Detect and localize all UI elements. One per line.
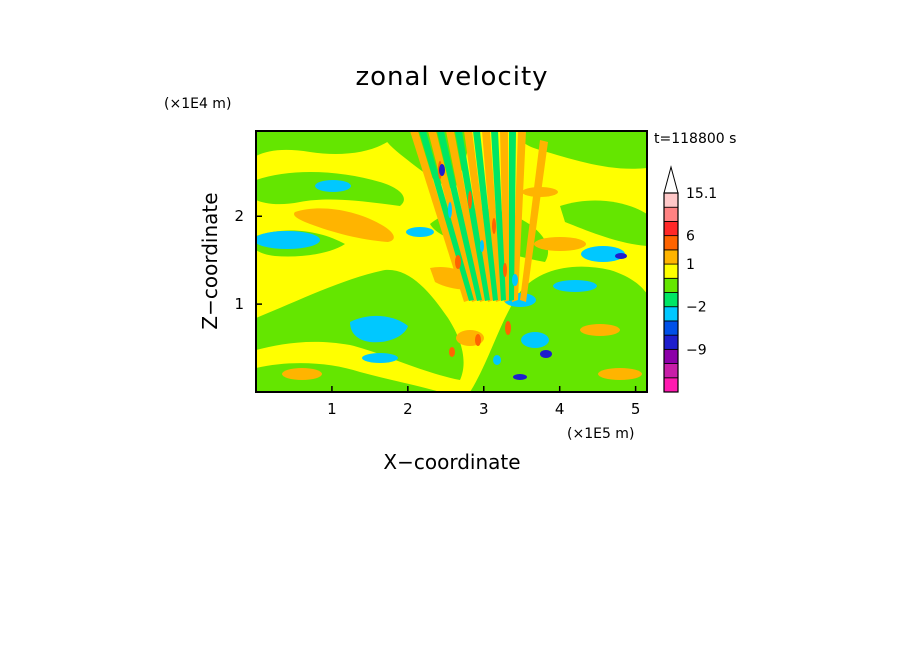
colorbar-segment	[663, 206, 679, 222]
colorbar-segment	[663, 235, 679, 251]
x-tick-label: 3	[479, 400, 489, 418]
colorbar-segment	[663, 377, 679, 393]
x-tick-label: 1	[327, 400, 337, 418]
colorbar-overflow-triangle	[663, 165, 679, 194]
cyan-regions	[256, 180, 625, 363]
y-axis-unit: (×1E4 m)	[164, 96, 231, 112]
colorbar-label: 6	[686, 229, 695, 245]
plot-frame	[255, 130, 648, 393]
blue-cores	[439, 164, 627, 380]
colorbar-segment	[663, 263, 679, 279]
colorbar-label: 1	[686, 257, 695, 273]
x-axis-unit: (×1E5 m)	[567, 426, 634, 442]
colorbar-segment	[663, 320, 679, 336]
colorbar-label: −9	[686, 342, 707, 358]
x-tick-label: 2	[403, 400, 413, 418]
orange-regions	[282, 187, 642, 380]
time-label: t=118800 s	[654, 131, 736, 147]
chart-title: zonal velocity	[355, 62, 548, 92]
colorbar-segment	[663, 221, 679, 237]
colorbar-frame	[663, 192, 679, 393]
colorbar-segment	[663, 348, 679, 364]
y-tick-label: 2	[234, 207, 244, 225]
x-axis: 1 2 3 4 5	[327, 386, 640, 418]
colorbar-segment	[663, 292, 679, 308]
colorbar-segment	[663, 363, 679, 379]
y-axis-label: Z−coordinate	[198, 192, 222, 329]
colorbar-segment	[663, 334, 679, 350]
x-axis-label: X−coordinate	[383, 450, 520, 474]
colorbar-label: 15.1	[686, 186, 717, 202]
colorbar-segment	[663, 249, 679, 265]
colorbar-segment	[663, 192, 679, 208]
wave-train	[410, 131, 548, 365]
y-axis: 12	[234, 207, 262, 313]
contour-field	[256, 131, 647, 392]
colorbar-label: −2	[686, 300, 707, 316]
x-tick-label: 4	[555, 400, 565, 418]
y-tick-label: 1	[234, 295, 244, 313]
x-tick-label: 5	[631, 400, 641, 418]
colorbar: −9 −2 1 6 15.1	[663, 165, 717, 393]
colorbar-segment	[663, 306, 679, 322]
colorbar-segment	[663, 277, 679, 293]
